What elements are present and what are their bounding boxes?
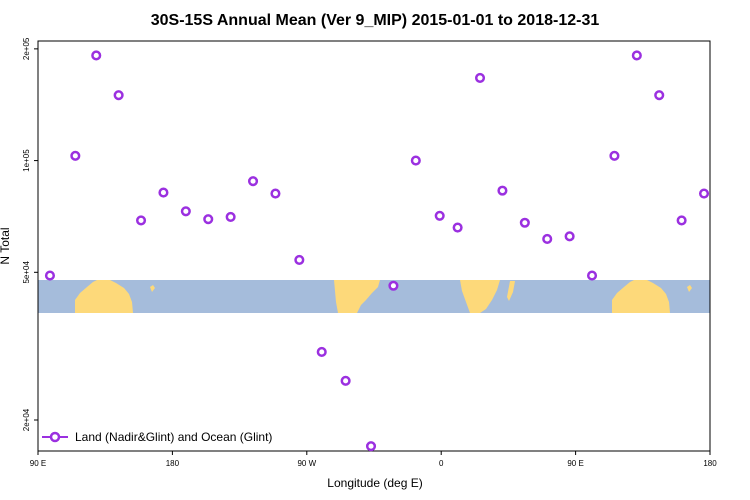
legend-marker bbox=[49, 431, 61, 443]
data-point bbox=[676, 215, 687, 226]
y-axis-label: N Total bbox=[0, 227, 12, 264]
y-axis: 2e+04 5e+04 1e+05 2e+05 bbox=[22, 37, 38, 431]
landmass-island bbox=[687, 285, 692, 292]
x-tick-label: 180 bbox=[166, 459, 180, 468]
data-series bbox=[44, 50, 710, 452]
data-point bbox=[497, 185, 508, 196]
y-tick-label: 2e+04 bbox=[22, 408, 31, 431]
data-point bbox=[631, 50, 642, 61]
data-point bbox=[654, 90, 665, 101]
data-point bbox=[180, 206, 191, 217]
landmass-australia bbox=[612, 280, 670, 313]
data-point bbox=[44, 270, 55, 281]
data-point bbox=[70, 150, 81, 161]
data-point bbox=[91, 50, 102, 61]
x-axis-label: Longitude (deg E) bbox=[327, 476, 422, 490]
data-point bbox=[388, 280, 399, 291]
data-point bbox=[609, 150, 620, 161]
map-strip bbox=[38, 280, 710, 313]
x-tick-label: 0 bbox=[439, 459, 444, 468]
landmass-madagascar bbox=[507, 281, 515, 301]
data-point bbox=[247, 176, 259, 187]
data-point bbox=[519, 217, 530, 228]
x-axis: 90 E 180 90 W 0 90 E 180 bbox=[30, 451, 717, 468]
data-point bbox=[564, 231, 575, 242]
plot-frame bbox=[37, 40, 711, 452]
data-point bbox=[113, 90, 124, 101]
chart-title: 30S-15S Annual Mean (Ver 9_MIP) 2015-01-… bbox=[151, 12, 600, 29]
data-point bbox=[135, 215, 147, 226]
data-point bbox=[365, 441, 377, 452]
y-tick-label: 1e+05 bbox=[22, 149, 31, 172]
x-tick-label: 90 E bbox=[30, 459, 46, 468]
data-point bbox=[270, 188, 281, 199]
data-point bbox=[294, 254, 305, 265]
data-point bbox=[474, 72, 486, 83]
data-point bbox=[158, 187, 169, 198]
data-point bbox=[225, 211, 236, 222]
data-point bbox=[434, 210, 445, 221]
data-point bbox=[586, 270, 598, 281]
y-tick-label: 2e+05 bbox=[22, 37, 31, 60]
y-tick-label: 5e+04 bbox=[22, 261, 31, 284]
x-tick-label: 180 bbox=[703, 459, 717, 468]
landmass-africa bbox=[460, 280, 500, 313]
data-point bbox=[542, 233, 553, 244]
data-point bbox=[340, 375, 351, 386]
landmass-australia bbox=[75, 280, 133, 313]
data-point bbox=[203, 214, 214, 225]
x-tick-label: 90 W bbox=[297, 459, 316, 468]
x-tick-label: 90 E bbox=[567, 459, 583, 468]
data-point bbox=[316, 346, 327, 358]
landmass-south-america bbox=[334, 280, 380, 313]
landmass-island bbox=[150, 285, 155, 292]
data-point bbox=[410, 155, 421, 166]
legend: Land (Nadir&Glint) and Ocean (Glint) bbox=[42, 430, 272, 444]
data-point bbox=[452, 222, 463, 233]
legend-label: Land (Nadir&Glint) and Ocean (Glint) bbox=[75, 430, 272, 444]
data-point bbox=[698, 188, 710, 199]
